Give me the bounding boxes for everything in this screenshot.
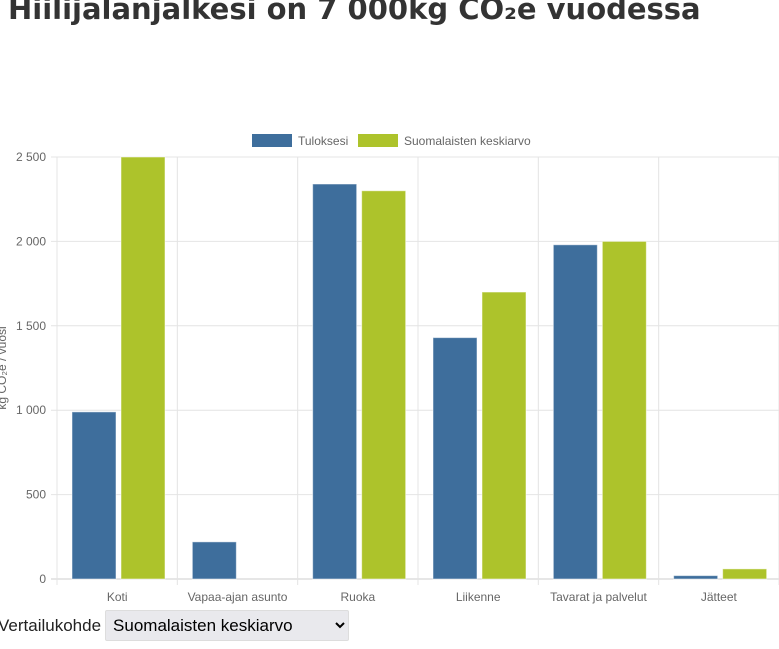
bar-tuloksesi [552, 244, 598, 580]
bar-suomalaisten-keskiarvo [481, 291, 527, 580]
bar-tuloksesi [673, 575, 719, 580]
y-tick-label: 2 000 [16, 234, 46, 248]
bar-suomalaisten-keskiarvo [361, 190, 407, 580]
x-tick-label: Ruoka [340, 590, 375, 604]
y-axis-label: kg CO₂e / vuosi [0, 326, 9, 409]
bar-tuloksesi [432, 337, 478, 580]
y-tick-label: 500 [26, 488, 46, 502]
bar-suomalaisten-keskiarvo [601, 240, 647, 580]
legend-label: Suomalaisten keskiarvo [404, 134, 531, 148]
y-tick-label: 2 500 [16, 150, 46, 164]
legend-swatch [358, 134, 398, 147]
x-tick-label: Vapaa-ajan asunto [188, 590, 288, 604]
legend-swatch [252, 134, 292, 147]
x-tick-label: Koti [107, 590, 128, 604]
y-tick-label: 1 000 [16, 403, 46, 417]
page-title: Hiilijalanjälkesi on 7 000kg CO₂e vuodes… [8, 0, 701, 26]
bar-suomalaisten-keskiarvo [722, 568, 768, 580]
y-tick-label: 1 500 [16, 319, 46, 333]
comparison-label: Vertailukohde [0, 615, 102, 635]
comparison-select[interactable]: Suomalaisten keskiarvo [105, 610, 350, 641]
bar-tuloksesi [71, 411, 117, 580]
bar-chart: 0 500 1 000 1 500 2 000 2 500 Koti Vapaa-ajan a… [0, 134, 779, 604]
x-tick-label: Tavarat ja palvelut [550, 590, 647, 604]
x-tick-label: Liikenne [456, 590, 501, 604]
x-tick-label: Jätteet [701, 590, 738, 604]
comparison-row: Vertailukohde Suomalaisten keskiarvo [0, 610, 350, 641]
y-tick-label: 0 [39, 572, 46, 586]
bar-tuloksesi [312, 183, 358, 580]
legend-label: Tuloksesi [298, 134, 348, 148]
bar-suomalaisten-keskiarvo [120, 156, 166, 580]
bar-tuloksesi [191, 541, 237, 580]
